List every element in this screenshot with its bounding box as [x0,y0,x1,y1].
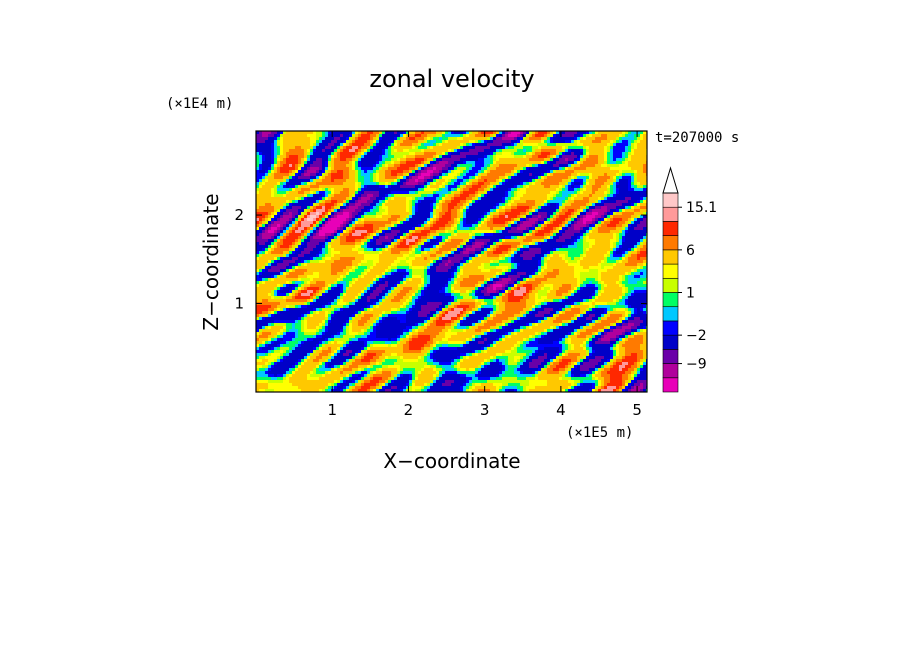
colorbar-segment [662,320,679,336]
colorbar-segment [662,334,679,350]
colorbar-segment [662,249,679,265]
x-tick-label: 3 [480,401,490,419]
chart-title: zonal velocity [369,65,534,93]
time-label: t=207000 s [655,130,739,146]
x-tick-label: 1 [327,401,337,419]
colorbar-segment [662,263,679,279]
colorbar-segment [662,349,679,364]
colorbar-segment [662,292,679,308]
x-axis: 1 2 3 4 5 [327,131,642,419]
y-tick-label: 1 [234,295,244,313]
colorbar-segment [662,306,679,322]
x-tick-label: 2 [404,401,414,419]
y-unit-label: (×1E4 m) [166,96,233,112]
y-axis-label: Z−coordinate [199,193,223,330]
colorbar-segment [662,363,679,379]
colorbar-tick-label: 6 [686,243,695,259]
colorbar-extend-arrow [662,166,679,194]
colorbar-tick-label: 1 [686,286,695,302]
contour-plot-area [255,130,648,393]
colorbar-segment [662,235,679,251]
x-axis-label: X−coordinate [383,449,520,473]
velocity-field [256,131,647,392]
x-tick-label: 5 [632,401,642,419]
plot-frame [255,130,648,393]
colorbar-segment [662,221,679,236]
colorbar-tick-label: −9 [686,357,707,373]
y-axis: 12 [234,206,647,313]
x-unit-label: (×1E5 m) [566,425,633,441]
colorbar-tick-label: 15.1 [686,200,717,216]
colorbar-tick-label: −2 [686,328,707,344]
y-tick-label: 2 [234,206,244,224]
colorbar-segment [662,277,679,293]
colorbar-segment [662,206,679,222]
colorbar-segment [662,192,679,208]
colorbar-segment [662,377,679,393]
x-tick-label: 4 [556,401,566,419]
colorbar: 15.1 6 1 −2 −9 [662,166,717,393]
